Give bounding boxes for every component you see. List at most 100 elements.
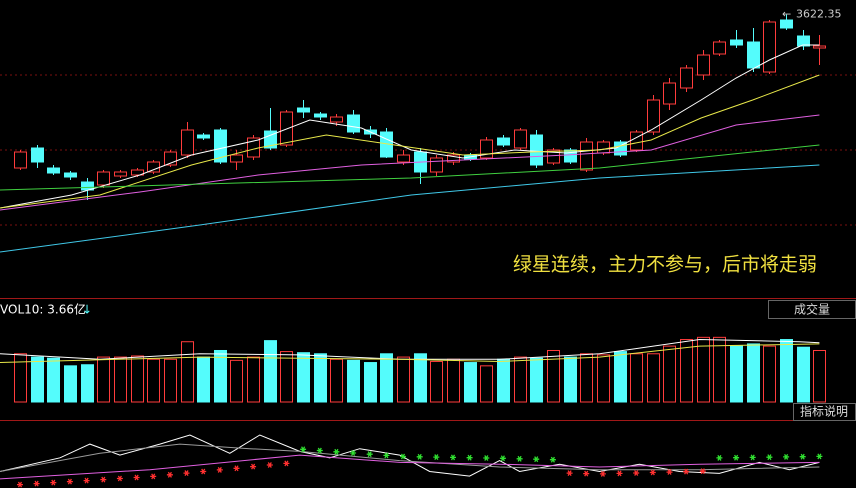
volume-bar	[131, 355, 144, 403]
candle-body	[64, 172, 77, 178]
volume-bar	[314, 353, 327, 403]
volume-bar	[697, 336, 710, 403]
volume-bar	[514, 356, 527, 403]
volume-bar	[230, 359, 243, 403]
line	[0, 114, 820, 211]
signal-star	[733, 454, 740, 461]
signal-star	[283, 460, 290, 467]
plot: ← 3622.35	[0, 8, 842, 488]
volume-bar	[247, 356, 260, 403]
high-arrow: ←	[782, 8, 791, 21]
line	[0, 164, 820, 253]
volume-bar	[813, 349, 826, 403]
signal-star	[166, 471, 173, 478]
volume-bar	[31, 356, 44, 403]
indicator-button-label[interactable]: 成交量	[794, 302, 830, 317]
volume-bar	[680, 339, 693, 403]
volume-bar	[330, 358, 343, 403]
volume-bar	[81, 364, 94, 403]
volume-bar	[480, 365, 493, 403]
signal-star	[366, 451, 373, 458]
volume-label: VOL10: 3.66亿	[0, 302, 86, 317]
candle-body	[47, 167, 60, 174]
volume-bar	[380, 353, 393, 403]
volume-bar	[197, 356, 210, 403]
signal-star	[250, 463, 257, 470]
signal-star	[716, 454, 723, 461]
candle-body	[131, 169, 144, 176]
volume-bar	[214, 349, 227, 403]
candle-body	[114, 171, 127, 177]
signal-star	[633, 470, 640, 476]
volume-bar	[580, 353, 593, 403]
candle-body	[597, 141, 610, 154]
volume-bar	[47, 357, 60, 403]
volume-bar	[464, 362, 477, 403]
candle-body	[663, 82, 676, 105]
candle-body	[797, 35, 810, 47]
volume-bar	[64, 365, 77, 403]
signal-star	[483, 455, 490, 461]
volume-bar	[297, 352, 310, 403]
signal-star	[17, 481, 23, 488]
help-button-label[interactable]: 指标说明	[800, 404, 848, 419]
high-label: 3622.35	[796, 8, 842, 21]
volume-bar	[747, 343, 760, 403]
candle-body	[713, 41, 726, 55]
signal-star	[516, 455, 523, 462]
signal-star	[499, 455, 506, 462]
volume-bar	[497, 358, 510, 403]
candle-body	[730, 39, 743, 46]
volume-bar	[597, 354, 610, 403]
candle-body	[197, 134, 210, 139]
signal-star	[816, 453, 823, 460]
signal-star	[216, 466, 223, 473]
volume-bar	[763, 345, 776, 403]
signal-star	[266, 462, 273, 468]
candle-body	[314, 113, 327, 118]
candle-body	[147, 161, 160, 173]
signal-star	[233, 465, 240, 472]
candle-body	[447, 154, 460, 163]
annotation: 绿星连续，主力不参与，后市将走弱	[513, 254, 817, 276]
volume-bar	[564, 356, 577, 403]
signal-star	[300, 446, 307, 453]
volume-bar	[97, 356, 110, 403]
candle-body	[347, 114, 360, 133]
candle-body	[630, 131, 643, 151]
volume-bar	[347, 359, 360, 403]
volume-bar	[14, 353, 27, 403]
candle-body	[547, 149, 560, 164]
volume-bar	[614, 351, 627, 403]
volume-bar	[730, 345, 743, 403]
down-arrow: ↓	[82, 303, 92, 317]
candle-body	[14, 151, 27, 169]
signal-star	[549, 456, 556, 463]
signal-star	[783, 453, 790, 460]
signal-star	[466, 454, 473, 461]
signal-star	[666, 469, 673, 475]
signal-star	[333, 448, 340, 455]
volume-bar	[397, 356, 410, 403]
volume-bar	[663, 345, 676, 403]
line	[0, 443, 820, 472]
volume-bar	[414, 353, 427, 403]
volume-bar	[264, 340, 277, 403]
signal-star	[749, 454, 756, 461]
signal-star	[533, 456, 540, 463]
candle-body	[647, 99, 660, 133]
volume-bar	[630, 353, 643, 403]
volume-bar	[147, 358, 160, 403]
signal-star	[383, 452, 390, 459]
signal-star	[616, 470, 623, 477]
signal-star	[683, 468, 690, 475]
candle-body	[181, 129, 194, 156]
signal-star	[200, 468, 207, 475]
candle-body	[497, 137, 510, 146]
candle-body	[214, 129, 227, 163]
volume-bar	[780, 339, 793, 403]
signal-star	[699, 468, 706, 475]
